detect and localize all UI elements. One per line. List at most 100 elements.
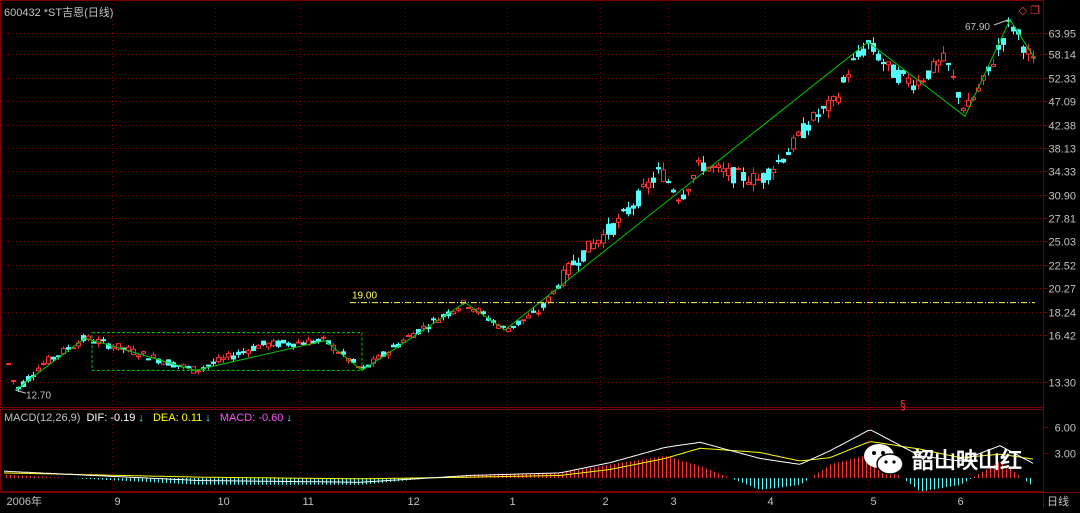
time-axis: 2006年 9 10 11 12 1 2 3 4 5 6 日线 (7, 494, 1070, 508)
time-label: 9 (115, 496, 121, 508)
candle-body (881, 61, 886, 65)
candle-body (656, 167, 661, 170)
high-label: 67.90 (965, 22, 990, 33)
candle-body (736, 168, 741, 171)
candle-body (646, 181, 651, 189)
candle-body (856, 50, 861, 57)
candle-body (206, 364, 211, 367)
candle-body (341, 351, 346, 355)
candle-body (936, 60, 941, 66)
diamond-icon[interactable]: ◇ (1018, 5, 1028, 17)
candle-body (236, 351, 241, 355)
candle-body (566, 262, 571, 275)
candle-body (241, 351, 246, 354)
candle-body (891, 64, 896, 78)
candle-body (526, 315, 531, 319)
low-label: 12.70 (26, 390, 51, 401)
macd-tick-label: 3.00 (1055, 449, 1076, 461)
down-arrow-icon: ↓ (286, 412, 292, 424)
candle-body (821, 106, 826, 109)
candle-body (571, 260, 576, 266)
candle-body (756, 178, 761, 181)
candle-body (261, 340, 266, 346)
candle-body (896, 69, 901, 83)
candle-body (771, 169, 776, 174)
candle-body (931, 61, 936, 73)
watermark: 韶山映山红 (862, 440, 1022, 478)
candle-body (721, 168, 726, 173)
candle-body (41, 362, 46, 365)
candle-body (611, 223, 616, 235)
dea-label: DEA: 0.11 (152, 412, 203, 424)
candle-body (451, 311, 456, 315)
candle-body (926, 70, 931, 79)
macd-indicator-label: MACD(12,26,9) (4, 412, 81, 424)
macd-legend: MACD(12,26,9) DIF: -0.19 ↓ DEA: 0.11 ↓ MAC… (4, 412, 295, 424)
candle-body (161, 361, 166, 365)
candle-body (886, 61, 891, 66)
candle-body (751, 172, 756, 186)
price-tick-label: 58.14 (1048, 50, 1076, 62)
candle-body (616, 217, 621, 223)
candle-body (641, 183, 646, 188)
chart-overlays: 19.00 12.70 67.90 § (14, 18, 1036, 412)
candle-body (251, 345, 256, 351)
candle-body (626, 207, 631, 215)
candle-body (116, 343, 121, 350)
candle-body (406, 334, 411, 337)
candle-body (661, 169, 666, 183)
watermark-text: 韶山映山红 (912, 449, 1023, 474)
time-label: 5 (871, 496, 877, 508)
down-arrow-icon: ↓ (205, 412, 211, 424)
low-pointer (15, 389, 27, 394)
candle-body (36, 367, 41, 372)
candle-body (1021, 46, 1026, 53)
candle-body (151, 354, 156, 358)
price-tick-label: 18.24 (1048, 308, 1076, 320)
candle-body (726, 167, 731, 177)
candle-body (806, 124, 811, 131)
candle-body (876, 53, 881, 61)
candle-body (321, 336, 326, 339)
candle-body (636, 190, 641, 207)
candle-body (911, 85, 916, 91)
price-tick-label: 30.90 (1048, 191, 1076, 203)
candle-body (606, 223, 611, 235)
price-tick-label: 47.09 (1048, 97, 1076, 109)
candle-body (811, 112, 816, 121)
candle-body (786, 151, 791, 155)
candle-body (391, 344, 396, 348)
candle-body (351, 359, 356, 363)
price-tick-label: 42.38 (1048, 121, 1076, 133)
candle-body (6, 363, 11, 366)
time-label: 11 (303, 496, 314, 508)
candle-body (211, 361, 216, 364)
candle-body (296, 341, 301, 344)
candle-body (1001, 38, 1006, 45)
candle-body (216, 357, 221, 363)
candle-body (791, 137, 796, 150)
candle-body (671, 189, 676, 193)
candle-body (221, 357, 226, 360)
candle-body (481, 311, 486, 315)
window-controls[interactable]: ◇ ❐ (1019, 4, 1040, 17)
candle-body (946, 62, 951, 65)
candle-body (281, 339, 286, 344)
candle-body (271, 340, 276, 347)
dea-line (3, 441, 1034, 480)
time-label: 2006年 (7, 494, 42, 508)
candle-body (101, 339, 106, 342)
restore-icon[interactable]: ❐ (1030, 5, 1040, 17)
candle-body (11, 379, 16, 382)
candle-body (586, 240, 591, 253)
macd-panel[interactable]: 6.00 3.00 (3, 423, 1076, 492)
candle-body (256, 345, 261, 349)
candle-body (961, 107, 966, 111)
consolidation-box (91, 332, 363, 371)
candle-body (546, 296, 551, 303)
candle-body (601, 234, 606, 244)
candle-body (781, 158, 786, 163)
section-marker: § (900, 398, 906, 412)
